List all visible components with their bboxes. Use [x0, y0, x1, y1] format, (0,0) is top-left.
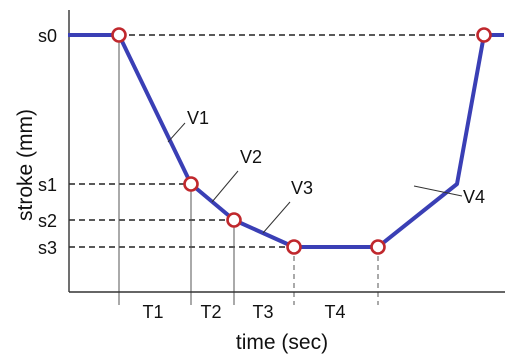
data-point-4 — [286, 239, 302, 255]
velocity-label-V3: V3 — [291, 178, 313, 198]
data-point-5 — [370, 239, 386, 255]
leader-line-V1 — [167, 122, 186, 143]
leader-line-V2 — [211, 170, 239, 203]
axes — [68, 10, 505, 293]
y-axis-title: stroke (mm) — [14, 109, 37, 221]
data-point-3 — [226, 212, 242, 228]
stroke-line — [68, 33, 504, 249]
leader-line-V4 — [413, 185, 463, 197]
y-tick-label-s3: s3 — [38, 238, 57, 258]
y-tick-label-s2: s2 — [38, 211, 57, 231]
x-interval-label-T1: T1 — [142, 302, 163, 322]
stroke-series — [68, 27, 504, 255]
velocity-annotations: V1 V2 V3 V4 — [167, 108, 485, 234]
data-point-7 — [476, 27, 492, 43]
data-point-2 — [183, 176, 199, 192]
data-point-1 — [111, 27, 127, 43]
leader-line-V3 — [262, 201, 291, 234]
guide-lines — [69, 34, 475, 305]
velocity-label-V2: V2 — [240, 147, 262, 167]
y-tick-label-s1: s1 — [38, 175, 57, 195]
x-interval-label-T3: T3 — [252, 302, 273, 322]
tick-labels: s0 s1 s2 s3 T1 T2 T3 T4 — [38, 26, 346, 322]
velocity-label-V4: V4 — [463, 187, 485, 207]
x-axis-title: time (sec) — [236, 331, 328, 354]
x-interval-label-T2: T2 — [200, 302, 221, 322]
y-tick-label-s0: s0 — [38, 26, 57, 46]
x-interval-label-T4: T4 — [324, 302, 345, 322]
velocity-label-V1: V1 — [187, 108, 209, 128]
